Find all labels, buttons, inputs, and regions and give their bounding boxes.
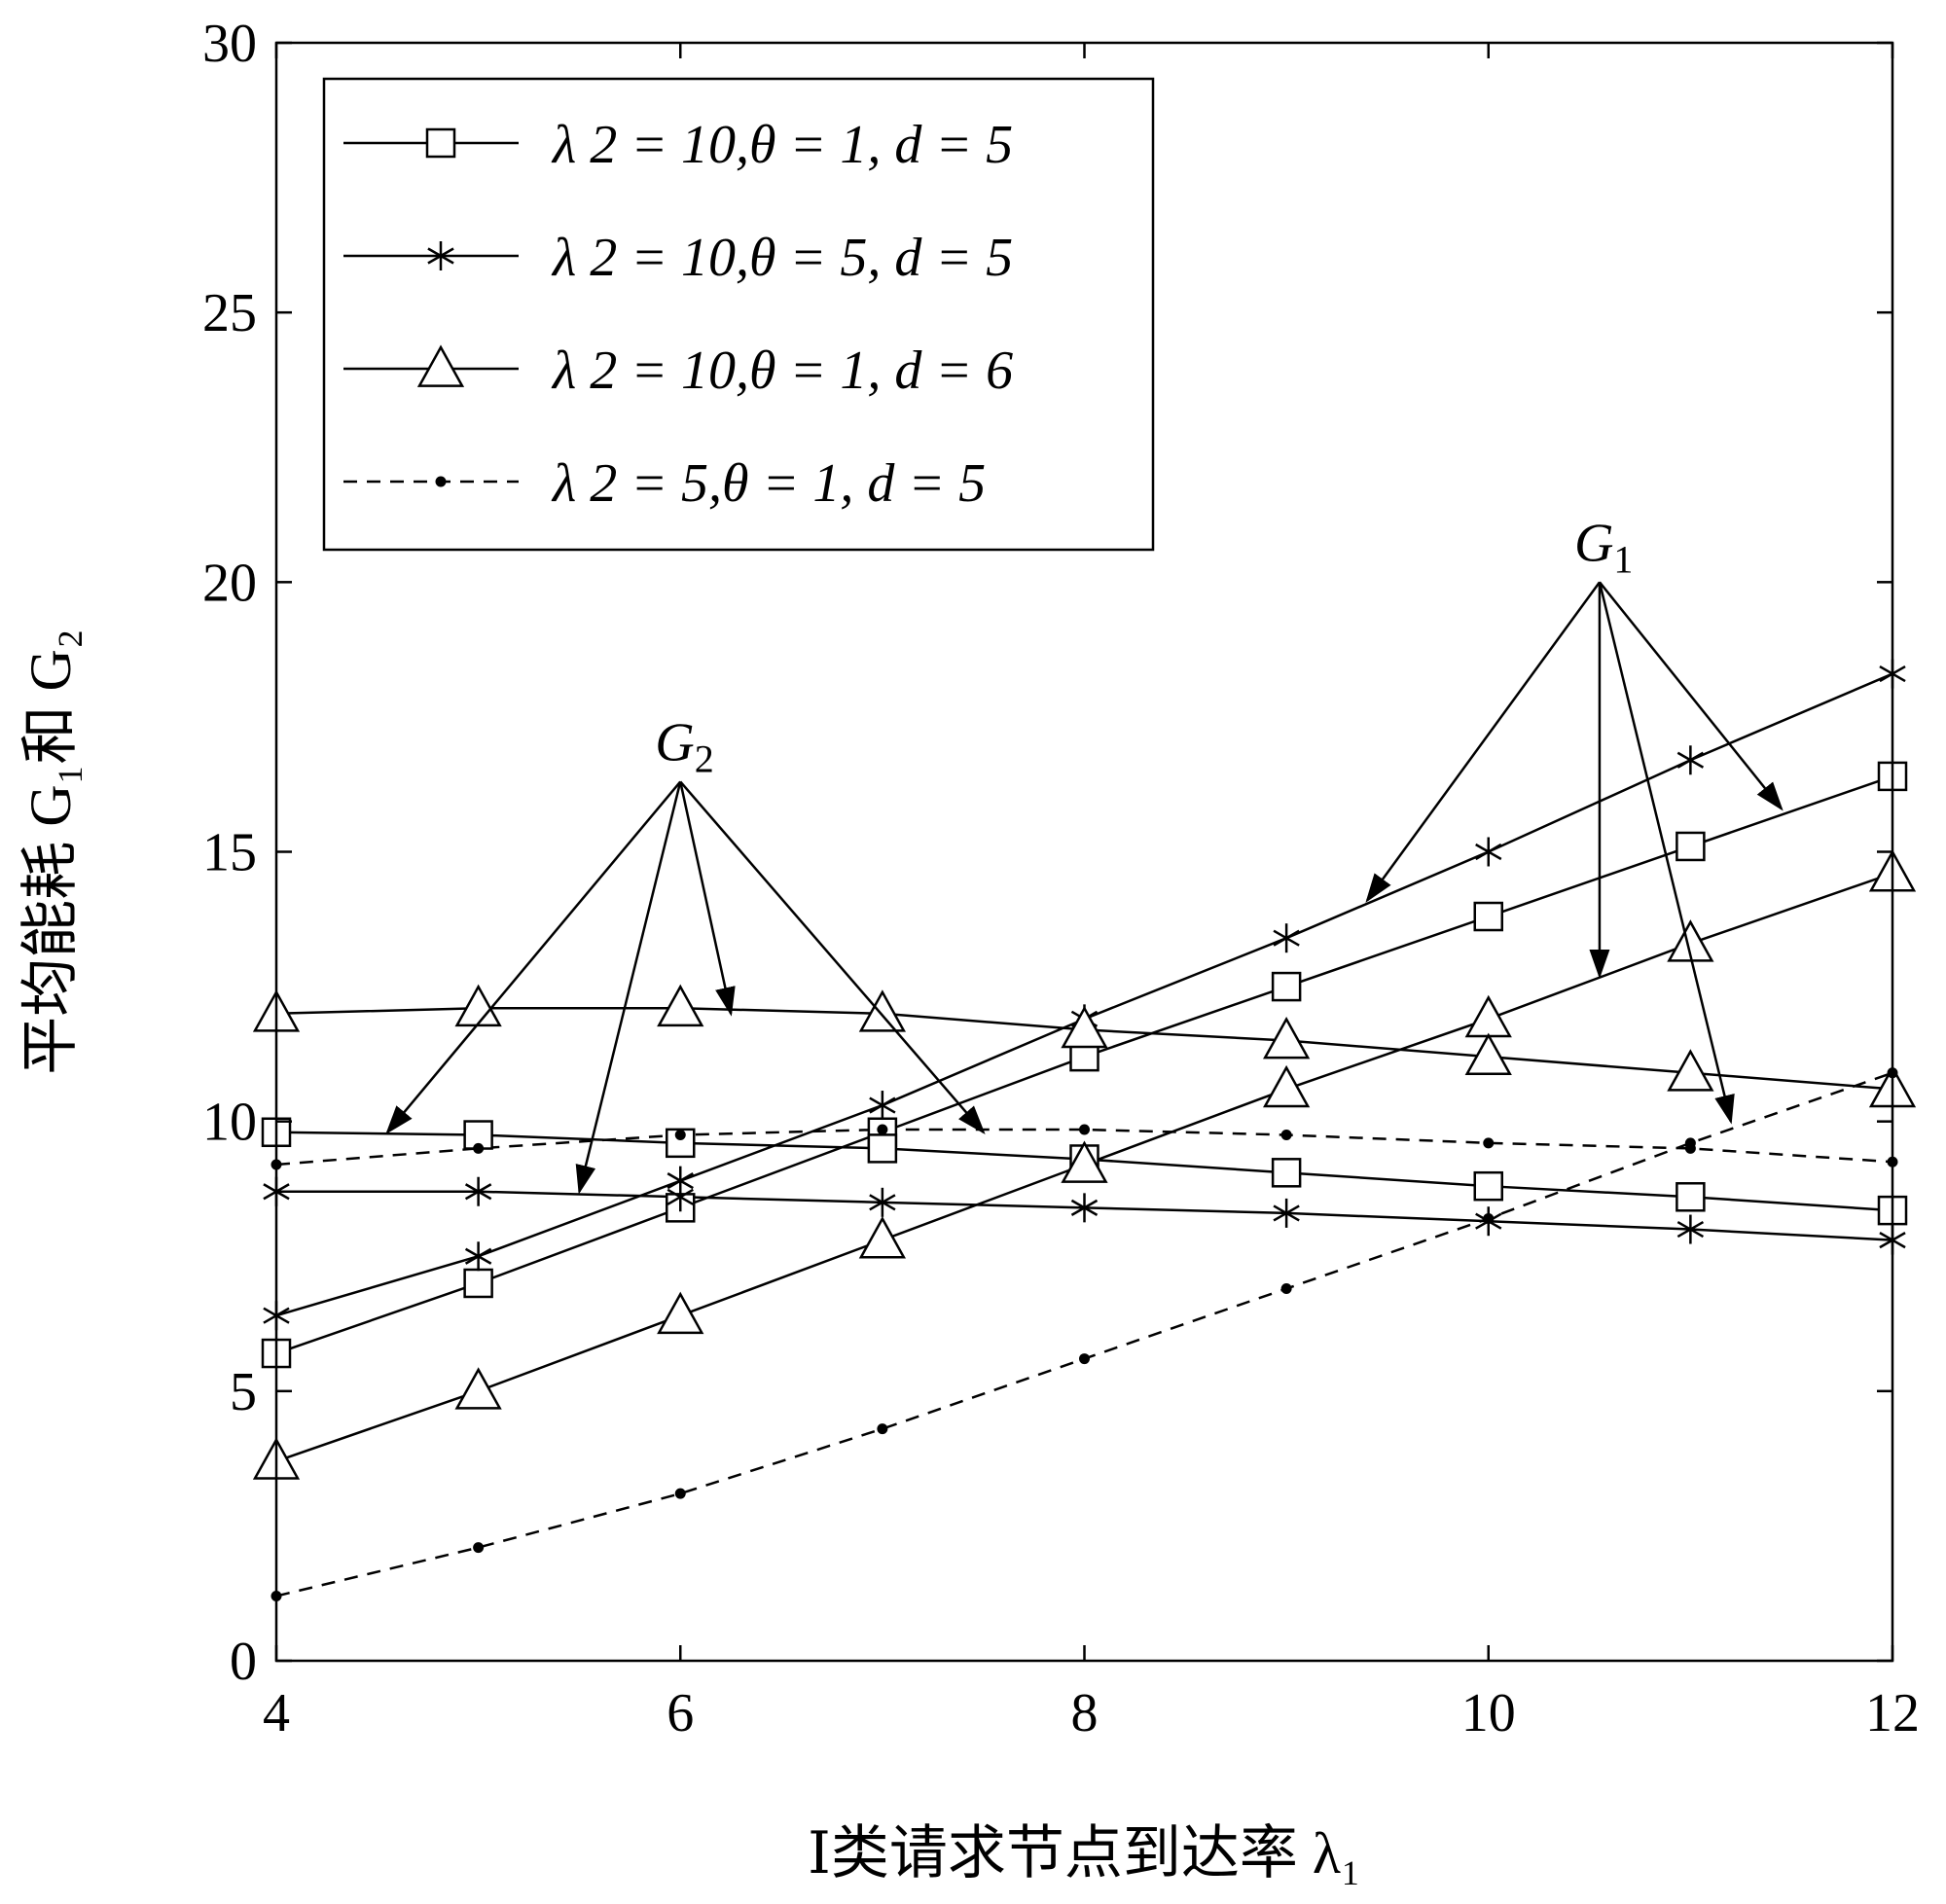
series-2-g2-point-stroke xyxy=(464,1183,492,1201)
series-2-g1-point xyxy=(464,1241,492,1272)
series-3-g2-point xyxy=(1061,1005,1108,1049)
y-tick-label: 5 xyxy=(230,1362,257,1422)
legend-label-2: λ 2 = 10,θ = 5, d = 5 xyxy=(551,228,1013,288)
x-axis-label: Ⅰ类请求节点到达率 λ₁ xyxy=(808,1821,1361,1886)
series-1-g2-point xyxy=(1473,1170,1503,1202)
series-3-g2-point xyxy=(1263,1016,1311,1060)
annotation-g2-arrow xyxy=(575,781,682,1195)
legend-marker-2-stroke xyxy=(427,247,454,265)
series-4-g1-point xyxy=(877,1423,888,1435)
series-lines xyxy=(275,672,1893,1598)
annotation-g1-arrow xyxy=(1598,582,1735,1125)
series-4-g2-point xyxy=(1684,1142,1696,1154)
y-tick-label: 20 xyxy=(202,553,257,613)
legend-marker-2 xyxy=(427,241,454,270)
series-3-g2-point xyxy=(1464,1032,1512,1075)
series-2-g1-point xyxy=(1475,837,1502,867)
y-tick-label: 30 xyxy=(202,14,257,74)
series-3-g1-point xyxy=(858,1216,906,1259)
series-2-g2-point-stroke xyxy=(1070,1199,1099,1216)
series-4-g2-point xyxy=(877,1124,888,1135)
x-tick-label: 12 xyxy=(1865,1683,1920,1743)
series-2-g2-point-stroke xyxy=(1676,1220,1705,1239)
series-4-g1-point xyxy=(473,1542,485,1554)
annotation-g2-label: G2 xyxy=(655,712,713,780)
series-4-g1-point xyxy=(674,1488,686,1499)
annotation-g2-arrow xyxy=(679,781,736,1017)
series-3-g2-point xyxy=(657,984,704,1027)
series-4-g2-line xyxy=(275,1128,1893,1167)
series-4-g1-point xyxy=(1280,1283,1292,1295)
annotation-g2-arrow xyxy=(679,780,986,1135)
legend-marker-3 xyxy=(416,344,465,387)
y-tick-label: 25 xyxy=(202,283,257,343)
series-2-g2-point-stroke xyxy=(1273,1204,1300,1222)
series-2-g1-point xyxy=(869,1091,896,1121)
series-1-g2-point xyxy=(1271,1158,1302,1188)
series-1-g2-point xyxy=(1676,1182,1706,1212)
series-4-g2-point xyxy=(473,1142,485,1154)
legend-box xyxy=(322,77,1155,552)
series-2-g1-point-stroke xyxy=(667,1172,694,1190)
legend-label-3: λ 2 = 10,θ = 1, d = 6 xyxy=(551,341,1013,401)
series-2-g1-point xyxy=(1273,923,1300,953)
series-4-g1-point xyxy=(1483,1212,1495,1224)
series-4-g1-point xyxy=(1079,1353,1090,1365)
series-4-g2-point xyxy=(1483,1137,1495,1149)
series-3-g1-point xyxy=(1263,1064,1311,1108)
series-2-g1-point-stroke xyxy=(1475,843,1502,861)
y-axis-label: 平均能耗 G₁和 G₂ xyxy=(18,629,83,1075)
axes: 4 6 8 10 12 0 5 10 15 20 25 30 Ⅰ类请求节点到达率 λ₁ 平均能耗 G₁和 … xyxy=(18,14,1920,1886)
series-2-g2-point-stroke xyxy=(667,1188,694,1205)
annotation-g1-arrow xyxy=(1365,581,1601,903)
series-3-g1-point xyxy=(454,1367,502,1410)
series-2-g2-point xyxy=(667,1182,694,1212)
series-3-g2-point xyxy=(858,989,906,1032)
legend-marker-1 xyxy=(425,127,456,159)
series-2-g2-point-stroke xyxy=(869,1194,896,1211)
y-tick-label: 15 xyxy=(202,823,257,883)
series-3-g1-point xyxy=(1464,994,1512,1038)
series-1-g1-point xyxy=(463,1268,493,1299)
series-1-g1-point xyxy=(1473,901,1503,932)
legend-label-4: λ 2 = 5,θ = 1, d = 5 xyxy=(551,453,986,514)
series-1-g1-point xyxy=(1676,831,1706,862)
annotation-g1-label: G1 xyxy=(1574,513,1633,581)
series-4-g2-point xyxy=(1079,1124,1090,1135)
series-3-g2-point xyxy=(1667,1049,1714,1092)
series-3-g1-point xyxy=(657,1291,704,1335)
legend: λ 2 = 10,θ = 1, d = 5 λ 2 = 10,θ = 5, d =… xyxy=(322,77,1155,552)
series-4-g2-point xyxy=(674,1130,686,1141)
series-1-g2-point xyxy=(666,1128,696,1159)
series-2-g1-point-stroke xyxy=(1676,751,1705,769)
x-tick-label: 6 xyxy=(667,1683,694,1743)
legend-marker-4 xyxy=(435,476,447,487)
legend-label-1: λ 2 = 10,θ = 1, d = 5 xyxy=(551,115,1013,175)
series-2-g2-point xyxy=(1676,1214,1705,1244)
series-1-g2-point xyxy=(867,1133,898,1164)
annotation-g2-arrow xyxy=(385,780,682,1135)
series-2-g1-point-stroke xyxy=(869,1096,896,1114)
series-4-g2-point xyxy=(1280,1130,1292,1141)
series-2-g1-point-stroke xyxy=(464,1247,492,1265)
series-2-g1-point xyxy=(1676,745,1705,775)
x-tick-label: 10 xyxy=(1461,1683,1516,1743)
series-3-g1-point xyxy=(1061,1140,1108,1183)
y-tick-label: 0 xyxy=(230,1632,257,1692)
series-2-g2-point xyxy=(1070,1193,1099,1223)
series-2-g2-point xyxy=(869,1187,896,1217)
series-1-g1-point xyxy=(1271,971,1302,1002)
series-2-g2-point xyxy=(464,1176,492,1206)
series-markers xyxy=(252,659,1917,1601)
x-tick-label: 4 xyxy=(263,1683,290,1743)
y-tick-label: 10 xyxy=(202,1093,257,1153)
annotations: G2 G1 xyxy=(385,513,1784,1195)
annotation-g1-arrow xyxy=(1598,581,1784,811)
series-2-g2-point xyxy=(1273,1198,1300,1228)
x-tick-label: 8 xyxy=(1071,1683,1099,1743)
series-2-g1-point-stroke xyxy=(1273,929,1300,947)
